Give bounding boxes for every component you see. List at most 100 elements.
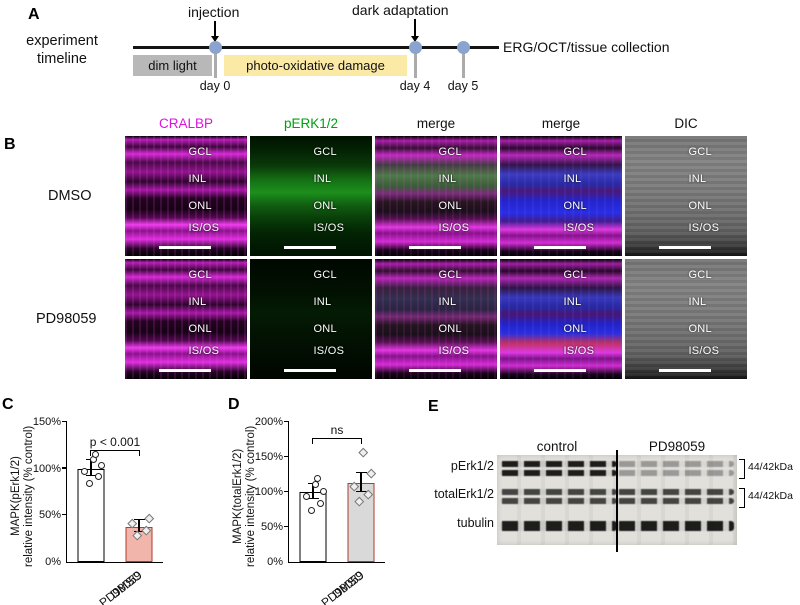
day4-tick	[414, 53, 417, 78]
blot-group-divider	[616, 450, 618, 552]
panel-e-label: E	[428, 398, 439, 415]
blot-band-segment	[617, 470, 734, 476]
scale-bar	[534, 368, 586, 372]
panel-b-label: B	[4, 136, 16, 153]
retina-layer-label: IS/OS	[563, 345, 595, 358]
blot-band-segment	[500, 489, 617, 495]
retina-layer-label: ONL	[313, 322, 337, 335]
data-point	[313, 475, 321, 482]
chart-c-ytick-50: 50%	[38, 509, 61, 522]
day5-tick	[462, 53, 465, 78]
mw-bracket-perk	[739, 459, 745, 479]
chart-c-ytick-150: 150%	[32, 416, 61, 428]
micrograph-dmso-merge1: GCL INL ONL IS/OS	[375, 136, 497, 256]
header-dic: DIC	[674, 116, 698, 131]
micrograph-dmso-perk: GCL INL ONL IS/OS	[250, 136, 372, 256]
chart-c-dmso-points	[67, 422, 115, 562]
blot-band-tubulin	[500, 521, 734, 531]
chart-d-ytick-200: 200%	[254, 416, 283, 428]
chart-d-ytickmark	[284, 420, 289, 422]
scale-bar	[659, 245, 711, 249]
header-cralbp: CRALBP	[158, 116, 214, 131]
header-merge-2: merge	[541, 116, 581, 131]
data-point	[91, 450, 99, 458]
scale-bar	[409, 368, 461, 372]
scale-bar	[159, 368, 211, 372]
chart-d-ytickmark	[284, 455, 289, 457]
blot-row-tubulin: tubulin	[457, 516, 494, 530]
day0-marker	[209, 41, 222, 54]
blot-band-segment	[500, 470, 617, 476]
data-point	[94, 473, 102, 481]
chart-d-significance-text: ns	[330, 423, 344, 437]
chart-d-significance-bracket: ns	[312, 423, 362, 444]
chart-d-ytick-0: 0%	[267, 556, 283, 568]
panel-a-label: A	[28, 6, 40, 23]
data-point	[308, 506, 316, 514]
retina-layer-label: ONL	[563, 199, 587, 212]
mw-label-totalerk: 44/42kDa	[748, 490, 793, 502]
blot-band-perk-upper	[500, 461, 734, 467]
chart-c-ytickmark	[62, 514, 67, 516]
chart-perk-intensity: MAPK(pErk1/2) relative intensity (% cont…	[8, 412, 223, 605]
data-point	[316, 499, 324, 507]
retina-layer-label: INL	[688, 173, 707, 186]
retina-layer-label: INL	[438, 296, 457, 309]
chart-d-ytick-100: 100%	[254, 486, 283, 498]
dim-light-box: dim light	[133, 55, 212, 76]
retina-layer-label: IS/OS	[188, 222, 220, 235]
chart-c-ytickmark	[62, 420, 67, 422]
injection-annotation: injection	[188, 4, 240, 20]
scale-bar	[534, 245, 586, 249]
retina-layer-label: GCL	[563, 268, 587, 281]
retina-layer-label: IS/OS	[438, 222, 470, 235]
chart-d-ylabel-line1: MAPK(totalErk1/2)	[232, 448, 244, 544]
chart-c-pd-slot	[115, 422, 163, 562]
chart-d-ytickmark	[284, 525, 289, 527]
timeline-title: experiment timeline	[4, 32, 120, 68]
data-point	[97, 461, 105, 469]
blot-band-segment	[617, 521, 734, 531]
micrograph-dmso-cralbp: GCL INL ONL IS/OS	[125, 136, 247, 256]
blot-band-totalerk-upper	[500, 489, 734, 495]
retina-layer-label: IS/OS	[563, 222, 595, 235]
retina-layer-label: IS/OS	[313, 345, 345, 358]
data-point	[358, 447, 368, 457]
blot-band-segment	[617, 461, 734, 467]
micrograph-pd-merge1: GCL INL ONL IS/OS	[375, 259, 497, 379]
blot-band-segment	[617, 498, 734, 504]
panel-c-label: C	[2, 396, 14, 413]
retina-layer-label: IS/OS	[438, 345, 470, 358]
blot-group-control: control	[536, 439, 578, 454]
chart-d-ytick-50: 50%	[260, 521, 283, 533]
dark-adaptation-annotation: dark adaptation	[352, 2, 449, 18]
data-point	[354, 496, 365, 506]
chart-d-dmso-slot	[289, 422, 337, 562]
chart-c-ylabel-line1: MAPK(pErk1/2)	[10, 456, 22, 536]
micrograph-pd-merge2: GCL INL ONL IS/OS	[500, 259, 622, 379]
mw-label-perk: 44/42kDa	[748, 461, 793, 473]
retina-layer-label: GCL	[188, 145, 212, 158]
day4-label: day 4	[399, 79, 431, 93]
retina-layer-label: GCL	[313, 145, 337, 158]
day0-label: day 0	[199, 79, 231, 93]
retina-layer-label: ONL	[188, 199, 212, 212]
timeline-axis	[133, 46, 499, 49]
chart-c-pd-points	[115, 422, 163, 562]
data-point	[366, 468, 376, 478]
micrograph-pd-dic: GCL INL ONL IS/OS	[625, 259, 747, 379]
chart-d-ytickmark	[284, 490, 289, 492]
blot-band-segment	[500, 498, 617, 504]
retina-layer-label: INL	[688, 296, 707, 309]
retina-layer-label: INL	[438, 173, 457, 186]
endpoint-label: ERG/OCT/tissue collection	[503, 39, 670, 55]
retina-layer-label: ONL	[563, 322, 587, 335]
retina-layer-label: ONL	[688, 199, 712, 212]
retina-layer-label: ONL	[688, 322, 712, 335]
retina-layer-label: INL	[188, 173, 207, 186]
day0-tick	[214, 53, 217, 78]
blot-band-perk-lower	[500, 470, 734, 476]
retina-layer-label: INL	[563, 296, 582, 309]
injection-arrow-line	[214, 21, 216, 36]
micrograph-grid: GCL INL ONL IS/OS GCL INL ONL IS/OS GCL INL ONL I…	[125, 136, 747, 379]
